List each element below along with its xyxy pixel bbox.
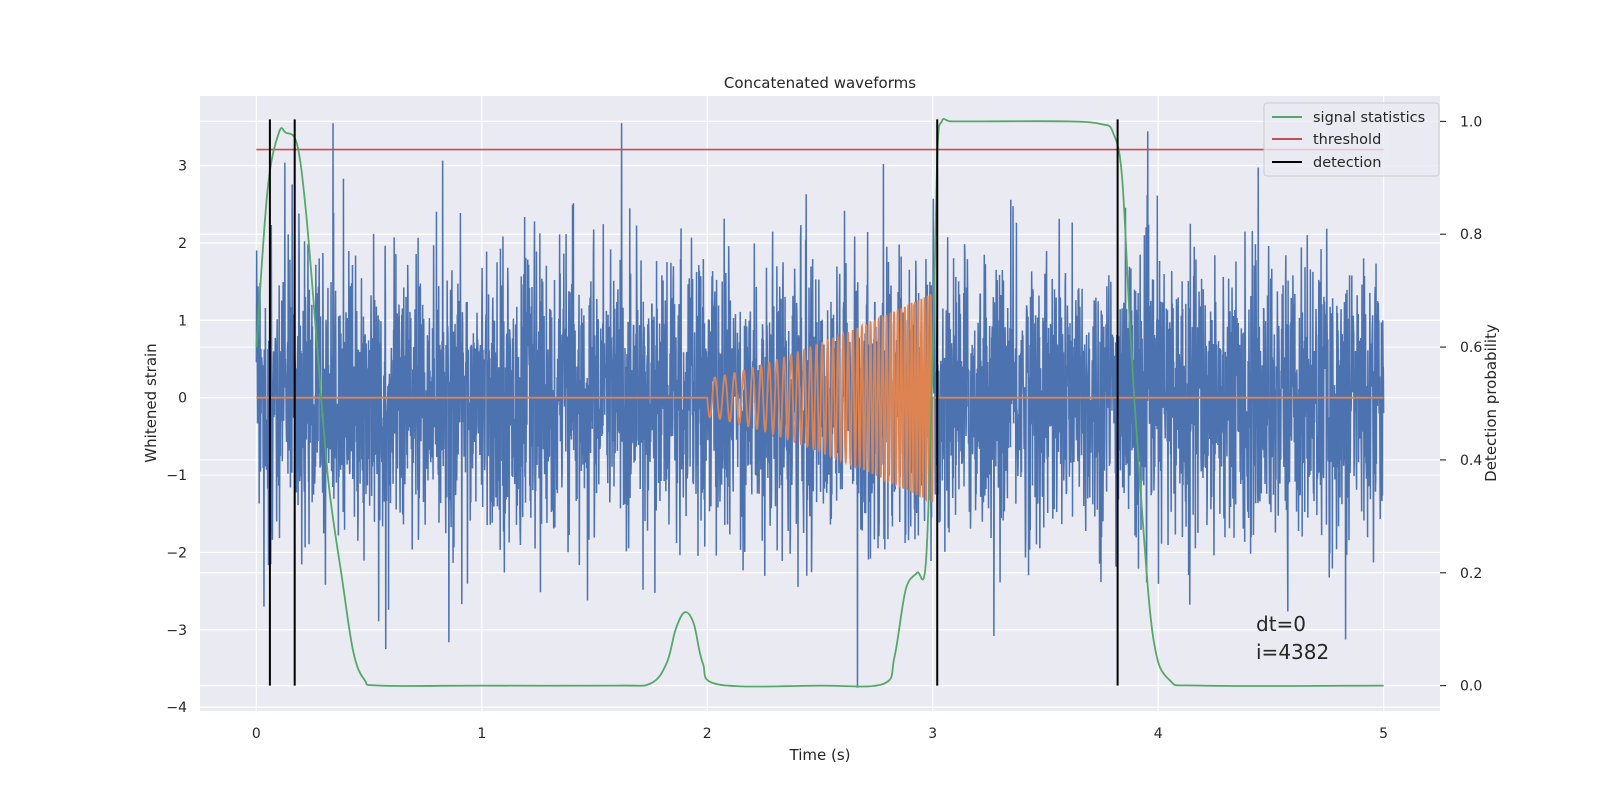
x-tick-label: 3 (928, 726, 937, 742)
y-tick-label: −4 (166, 700, 187, 716)
chart-title: Concatenated waveforms (724, 74, 916, 92)
y-tick-label: 3 (178, 159, 187, 175)
x-tick-label: 2 (703, 726, 712, 742)
y-axis-label: Whitened strain (142, 343, 160, 462)
legend: signal statistics threshold detection (1263, 102, 1440, 177)
y2-tick-label: 0.4 (1460, 453, 1482, 469)
noise-series (255, 123, 1385, 688)
legend-label-signal-statistics: signal statistics (1313, 110, 1425, 126)
noise-line (255, 123, 1385, 688)
y2-tick-label: 0.6 (1460, 340, 1482, 356)
x-tick-label: 1 (477, 726, 486, 742)
y2-tick-label: 0.8 (1460, 227, 1482, 243)
y-tick-label: 2 (178, 236, 187, 252)
signal-statistics-line (255, 118, 1384, 688)
x-axis-label: Time (s) (789, 746, 851, 764)
y-axis-right: 0.0 0.2 0.4 0.6 0.8 1.0 (1440, 114, 1482, 695)
chirp-series (256, 294, 1384, 503)
x-axis: 0 1 2 3 4 5 (252, 726, 1388, 742)
y-tick-label: −1 (166, 468, 187, 484)
x-tick-label: 0 (252, 726, 261, 742)
detection-series (268, 119, 1119, 686)
y2-tick-label: 1.0 (1460, 114, 1482, 130)
y-tick-label: 1 (178, 313, 187, 329)
legend-frame (1263, 102, 1440, 177)
y-axis-left: −4 −3 −2 −1 0 1 2 3 (166, 159, 187, 717)
chirp-line (256, 294, 1384, 503)
y2-tick-label: 0.0 (1460, 679, 1482, 695)
legend-label-detection: detection (1313, 155, 1381, 171)
y2-axis-label: Detection probability (1482, 324, 1500, 482)
x-tick-label: 4 (1154, 726, 1163, 742)
x-tick-label: 5 (1379, 726, 1388, 742)
annotation-dt: dt=0 (1256, 612, 1306, 636)
y-tick-label: −2 (166, 545, 187, 561)
y-tick-label: −3 (166, 623, 187, 639)
y-tick-label: 0 (178, 391, 187, 407)
legend-label-threshold: threshold (1313, 132, 1381, 148)
signal-statistics-series (255, 118, 1384, 688)
annotation-i: i=4382 (1256, 640, 1329, 664)
y2-tick-label: 0.2 (1460, 566, 1482, 582)
